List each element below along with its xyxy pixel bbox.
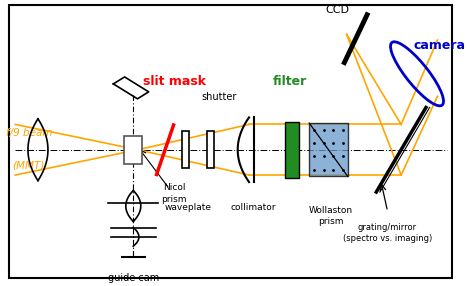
Text: Wollaston
prism: Wollaston prism [309, 206, 353, 226]
Bar [309, 123, 348, 176]
Text: guide cam: guide cam [108, 273, 159, 283]
Text: slit mask: slit mask [143, 75, 206, 88]
Text: CCD: CCD [326, 5, 350, 15]
Text: camera: camera [414, 39, 466, 52]
Text: f/9 beam: f/9 beam [6, 128, 52, 138]
Bar [285, 122, 299, 178]
Bar [207, 132, 214, 168]
Bar [124, 136, 142, 164]
Text: Nicol
prism: Nicol prism [161, 184, 187, 204]
Text: shutter: shutter [202, 92, 237, 102]
Text: (MMT): (MMT) [13, 161, 45, 171]
Text: collimator: collimator [231, 203, 276, 212]
Text: filter: filter [273, 75, 307, 88]
Bar [182, 132, 189, 168]
Text: grating/mirror
(spectro vs. imaging): grating/mirror (spectro vs. imaging) [343, 223, 432, 243]
Text: waveplate: waveplate [164, 203, 212, 212]
